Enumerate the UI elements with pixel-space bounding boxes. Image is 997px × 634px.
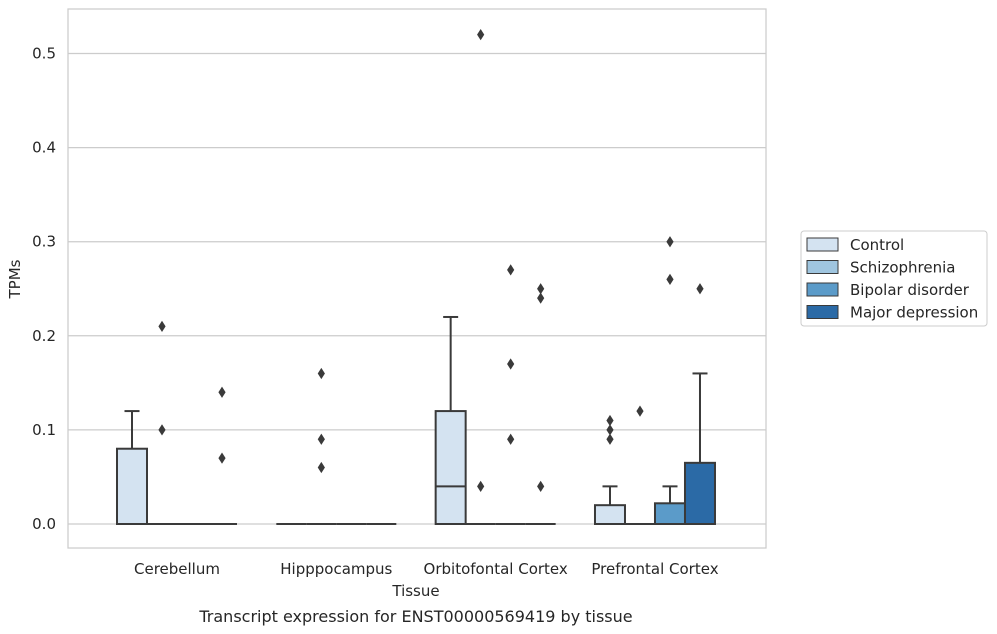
box-major-depression	[683, 372, 716, 525]
outlier-point	[477, 480, 485, 492]
legend-swatch	[806, 282, 839, 297]
outlier-point	[696, 283, 704, 295]
box-rect	[116, 447, 148, 525]
legend-swatch	[806, 237, 839, 252]
y-tick-label: 0.1	[32, 421, 56, 439]
legend-swatch	[806, 260, 839, 274]
box-bipolar-disorder	[653, 485, 686, 526]
y-tick-label: 0.4	[32, 139, 56, 157]
outlier-point	[317, 433, 325, 445]
outlier-point	[537, 292, 545, 304]
boxes	[116, 315, 716, 526]
outlier-point	[606, 424, 614, 436]
outlier-point	[666, 236, 674, 248]
outlier-point	[636, 405, 644, 417]
legend-label: Schizophrenia	[850, 259, 955, 277]
y-axis-label: TPMs	[6, 259, 24, 299]
y-tick-label: 0.2	[32, 327, 56, 345]
box-rect	[593, 504, 626, 525]
box-rect	[653, 502, 686, 526]
x-axis-label: Tissue	[391, 582, 439, 600]
x-tick-label: Prefrontal Cortex	[591, 560, 718, 578]
legend-label: Major depression	[850, 304, 978, 322]
box-control	[116, 410, 148, 525]
y-tick-label: 0.5	[32, 45, 56, 63]
outlier-points	[158, 29, 704, 492]
legend-label: Bipolar disorder	[850, 281, 970, 299]
outlier-point	[158, 320, 166, 333]
outlier-point	[606, 414, 614, 427]
outlier-point	[507, 433, 515, 445]
box-rect	[434, 410, 467, 525]
outlier-point	[507, 264, 515, 276]
box-control	[434, 315, 467, 525]
x-tick-label: Cerebellum	[134, 560, 220, 578]
outlier-point	[606, 433, 614, 445]
box-rect	[683, 461, 716, 525]
outlier-point	[218, 386, 226, 398]
outlier-point	[537, 283, 545, 295]
y-tick-label: 0.3	[32, 233, 56, 251]
x-tick-label: Hipppocampus	[280, 560, 392, 578]
legend: Control Schizophrenia Bipolar disorder Majo…	[800, 230, 988, 327]
legend-frame	[800, 230, 988, 327]
legend-label: Control	[850, 236, 904, 254]
outlier-point	[507, 358, 515, 370]
y-axis-ticks: 0.0 0.1 0.2 0.3 0.4 0.5	[32, 45, 56, 534]
x-axis-ticks: Cerebellum Hipppocampus Orbitofontal Corte…	[134, 560, 719, 578]
x-tick-label: Orbitofontal Cortex	[424, 560, 568, 578]
outlier-point	[317, 367, 325, 380]
legend-swatch	[806, 305, 839, 319]
outlier-point	[477, 29, 485, 41]
outlier-point	[537, 480, 545, 492]
outlier-point	[158, 424, 166, 436]
outlier-point	[218, 452, 226, 464]
chart-caption: Transcript expression for ENST0000056941…	[198, 607, 632, 626]
outlier-point	[666, 273, 674, 285]
plot-frame	[67, 8, 767, 549]
box-control	[593, 485, 626, 525]
y-tick-label: 0.0	[32, 515, 56, 533]
gridlines	[68, 52, 766, 525]
outlier-point	[317, 461, 325, 474]
legend-items: Control Schizophrenia Bipolar disorder Majo…	[806, 236, 978, 322]
